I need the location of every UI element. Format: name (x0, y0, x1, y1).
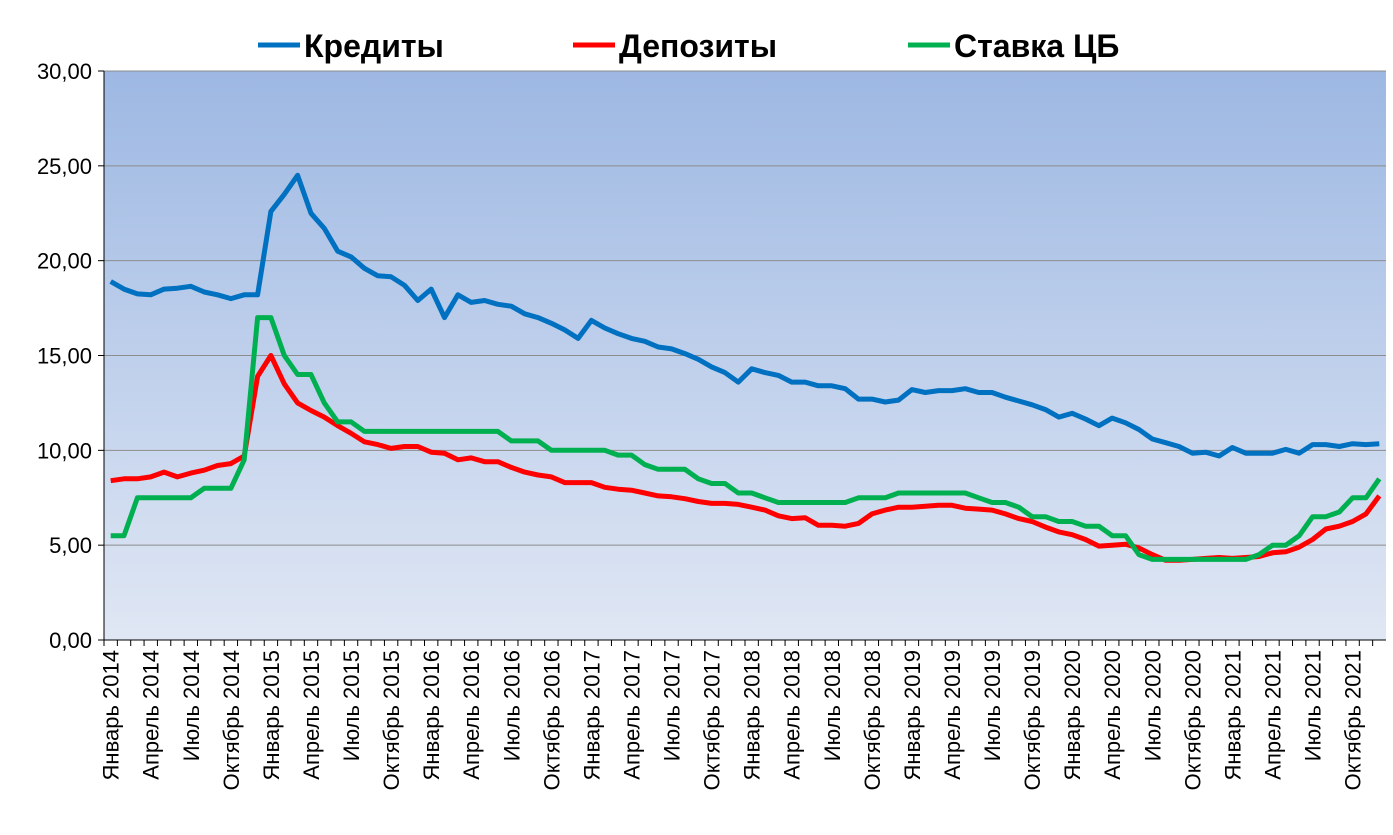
x-tick-label: Октябрь 2014 (219, 650, 244, 790)
x-tick-label: Июль 2016 (499, 650, 524, 761)
x-tick-label: Октябрь 2021 (1341, 650, 1366, 790)
x-tick-label: Апрель 2018 (780, 650, 805, 780)
x-tick-label: Июль 2021 (1301, 650, 1326, 761)
x-tick-label: Январь 2020 (1060, 650, 1085, 780)
x-tick-label: Апрель 2021 (1260, 650, 1285, 780)
x-tick-label: Январь 2019 (900, 650, 925, 780)
x-tick-label: Апрель 2017 (619, 650, 644, 780)
x-tick-label: Июль 2020 (1140, 650, 1165, 761)
y-tick-label: 20,00 (37, 249, 92, 274)
x-tick-label: Апрель 2020 (1100, 650, 1125, 780)
y-tick-label: 0,00 (49, 628, 92, 653)
y-tick-label: 10,00 (37, 438, 92, 463)
x-tick-label: Июль 2017 (660, 650, 685, 761)
x-tick-label: Октябрь 2020 (1180, 650, 1205, 790)
x-tick-label: Октябрь 2016 (539, 650, 564, 790)
x-tick-label: Октябрь 2019 (1020, 650, 1045, 790)
x-tick-label: Январь 2015 (259, 650, 284, 780)
y-tick-label: 30,00 (37, 59, 92, 84)
x-tick-label: Апрель 2019 (940, 650, 965, 780)
y-tick-label: 5,00 (49, 533, 92, 558)
x-tick-label: Апрель 2014 (139, 650, 164, 780)
legend-label: Ставка ЦБ (954, 28, 1119, 64)
series-line (109, 172, 1380, 459)
x-tick-label: Январь 2018 (740, 650, 765, 780)
x-tick-label: Июль 2019 (980, 650, 1005, 761)
x-tick-label: Июль 2014 (179, 650, 204, 761)
x-tick-label: Апрель 2015 (299, 650, 324, 780)
x-tick-label: Октябрь 2017 (700, 650, 725, 790)
legend-label: Кредиты (304, 28, 444, 64)
x-tick-label: Январь 2014 (99, 650, 124, 780)
x-tick-label: Январь 2017 (579, 650, 604, 780)
x-tick-label: Январь 2021 (1220, 650, 1245, 780)
x-tick-label: Июль 2018 (820, 650, 845, 761)
x-tick-label: Октябрь 2015 (379, 650, 404, 790)
x-tick-label: Апрель 2016 (459, 650, 484, 780)
x-tick-label: Октябрь 2018 (860, 650, 885, 790)
x-tick-label: Январь 2016 (419, 650, 444, 780)
y-tick-label: 15,00 (37, 344, 92, 369)
y-tick-label: 25,00 (37, 154, 92, 179)
legend-label: Депозиты (619, 28, 777, 64)
series-line (110, 315, 1382, 562)
x-tick-label: Июль 2015 (339, 650, 364, 761)
